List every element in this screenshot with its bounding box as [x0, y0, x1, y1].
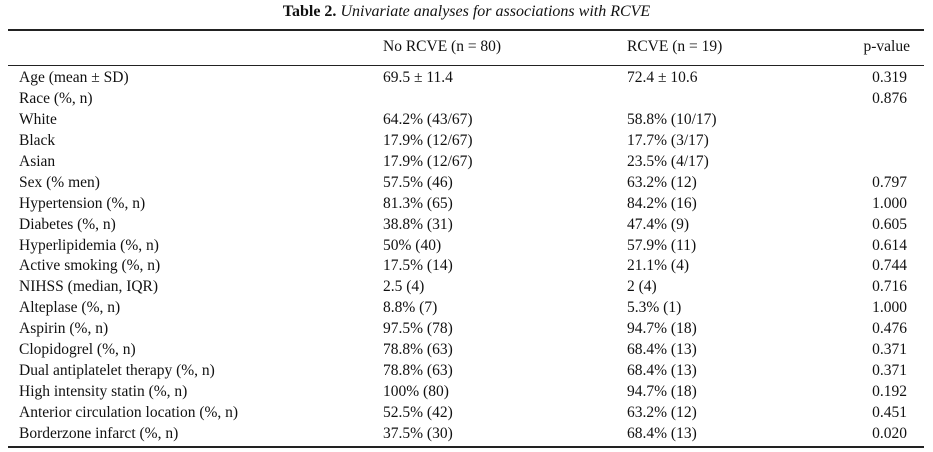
no-rcve-cell: 17.9% (12/67) [383, 131, 473, 149]
table-row: Clopidogrel (%, n) 78.8% (63) 68.4% (13) 0.… [0, 340, 933, 361]
table-row: Race (%, n) 0.876 [0, 89, 933, 110]
p-value-cell: 0.371 [872, 341, 907, 359]
column-header-p-value: p-value [863, 38, 910, 55]
row-label: NIHSS (median, IQR) [19, 278, 159, 296]
row-label: Anterior circulation location (%, n) [19, 404, 239, 421]
rcve-cell: 5.3% (1) [627, 299, 682, 317]
no-rcve-cell: 69.5 ± 11.4 [383, 69, 453, 86]
p-value-cell: 0.476 [872, 320, 907, 338]
p-value-cell: 0.020 [872, 424, 907, 442]
table-row: Diabetes (%, n) 38.8% (31) 47.4% (9) 0.605 [0, 215, 933, 236]
table-row: Black 17.9% (12/67) 17.7% (3/17) [0, 131, 933, 152]
rcve-cell: 68.4% (13) [627, 424, 697, 442]
p-value-cell: 0.192 [872, 383, 907, 401]
table-row: Hypertension (%, n) 81.3% (65) 84.2% (16) 1… [0, 194, 933, 215]
no-rcve-cell: 17.9% (12/67) [383, 152, 473, 170]
table-row: Aspirin (%, n) 97.5% (78) 94.7% (18) 0.476 [0, 319, 933, 340]
table-row: NIHSS (median, IQR) 2.5 (4) 2 (4) 0.716 [0, 277, 933, 298]
rcve-cell: 68.4% (13) [627, 362, 697, 380]
rcve-cell: 68.4% (13) [627, 341, 697, 359]
no-rcve-cell: 57.5% (46) [383, 173, 453, 191]
row-label: White [19, 110, 57, 128]
no-rcve-cell: 100% (80) [383, 383, 449, 401]
row-label: Asian [19, 152, 56, 170]
table-number: Table 2. [282, 3, 337, 20]
no-rcve-cell: 17.5% (14) [383, 257, 453, 275]
no-rcve-cell: 50% (40) [383, 236, 442, 254]
row-label: Sex (% men) [19, 173, 100, 191]
rcve-cell: 94.7% (18) [627, 383, 697, 401]
top-rule [8, 29, 924, 31]
rcve-cell: 63.2% (12) [627, 173, 697, 191]
p-value-cell: 0.605 [872, 215, 907, 233]
no-rcve-cell: 78.8% (63) [383, 362, 453, 380]
no-rcve-cell: 64.2% (43/67) [383, 110, 473, 128]
row-label: Black [19, 131, 56, 149]
table-row: Sex (% men) 57.5% (46) 63.2% (12) 0.797 [0, 173, 933, 194]
bottom-rule [8, 446, 924, 448]
rcve-cell: 58.8% (10/17) [627, 110, 717, 128]
table-row: Dual antiplatelet therapy (%, n) 78.8% (6… [0, 361, 933, 382]
table-row: White 64.2% (43/67) 58.8% (10/17) [0, 110, 933, 131]
table-row: Age (mean ± SD) 69.5 ± 11.4 72.4 ± 10.6 0.3… [0, 68, 933, 89]
row-label: Hypertension (%, n) [19, 194, 146, 212]
table-row: Active smoking (%, n) 17.5% (14) 21.1% (4)… [0, 256, 933, 277]
row-label: Diabetes (%, n) [19, 215, 116, 233]
p-value-cell: 1.000 [872, 194, 907, 212]
row-label: High intensity statin (%, n) [19, 383, 188, 401]
table-row: Hyperlipidemia (%, n) 50% (40) 57.9% (11) 0… [0, 236, 933, 257]
rcve-cell: 47.4% (9) [627, 215, 689, 233]
row-label: Borderzone infarct (%, n) [19, 424, 179, 442]
row-label: Active smoking (%, n) [19, 257, 161, 275]
header-rule [8, 65, 924, 66]
p-value-cell: 0.797 [872, 173, 907, 191]
table-row: Borderzone infarct (%, n) 37.5% (30) 68.4%… [0, 424, 933, 445]
rcve-cell: 21.1% (4) [627, 257, 689, 275]
no-rcve-cell: 37.5% (30) [383, 424, 453, 442]
table-row: High intensity statin (%, n) 100% (80) 94.… [0, 382, 933, 403]
p-value-cell: 0.614 [872, 236, 907, 254]
table-row: Asian 17.9% (12/67) 23.5% (4/17) [0, 152, 933, 173]
row-label: Hyperlipidemia (%, n) [19, 236, 159, 254]
column-header-no-rcve: No RCVE (n = 80) [383, 38, 502, 55]
rcve-cell: 23.5% (4/17) [627, 152, 709, 170]
row-label: Dual antiplatelet therapy (%, n) [19, 362, 215, 380]
p-value-cell: 0.371 [872, 362, 907, 380]
rcve-cell: 57.9% (11) [627, 236, 697, 254]
no-rcve-cell: 81.3% (65) [383, 194, 453, 212]
table-row: Alteplase (%, n) 8.8% (7) 5.3% (1) 1.000 [0, 298, 933, 319]
no-rcve-cell: 38.8% (31) [383, 215, 453, 233]
row-label: Race (%, n) [19, 89, 93, 107]
table-body: Age (mean ± SD) 69.5 ± 11.4 72.4 ± 10.6 0.3… [0, 68, 933, 445]
row-label: Aspirin (%, n) [19, 320, 109, 338]
column-header-rcve: RCVE (n = 19) [627, 38, 723, 55]
rcve-cell: 84.2% (16) [627, 194, 697, 212]
p-value-cell: 0.744 [872, 257, 907, 275]
rcve-cell: 17.7% (3/17) [627, 131, 709, 149]
p-value-cell: 0.319 [872, 69, 907, 86]
row-label: Alteplase (%, n) [19, 299, 121, 317]
no-rcve-cell: 97.5% (78) [383, 320, 453, 338]
p-value-cell: 1.000 [872, 299, 907, 317]
row-label: Clopidogrel (%, n) [19, 341, 136, 359]
p-value-cell: 0.716 [872, 278, 907, 296]
table-title: Univariate analyses for associations wit… [340, 3, 651, 20]
rcve-cell: 63.2% (12) [627, 404, 697, 421]
row-label: Age (mean ± SD) [19, 69, 129, 86]
rcve-cell: 2 (4) [627, 278, 657, 296]
p-value-cell: 0.876 [872, 89, 907, 107]
no-rcve-cell: 52.5% (42) [383, 404, 453, 421]
no-rcve-cell: 78.8% (63) [383, 341, 453, 359]
no-rcve-cell: 2.5 (4) [383, 278, 425, 296]
rcve-cell: 72.4 ± 10.6 [627, 69, 698, 86]
rcve-cell: 94.7% (18) [627, 320, 697, 338]
table-row: Anterior circulation location (%, n) 52.5… [0, 403, 933, 424]
p-value-cell: 0.451 [872, 404, 907, 421]
no-rcve-cell: 8.8% (7) [383, 299, 438, 317]
table-caption: Table 2. Univariate analyses for associa… [0, 3, 933, 21]
